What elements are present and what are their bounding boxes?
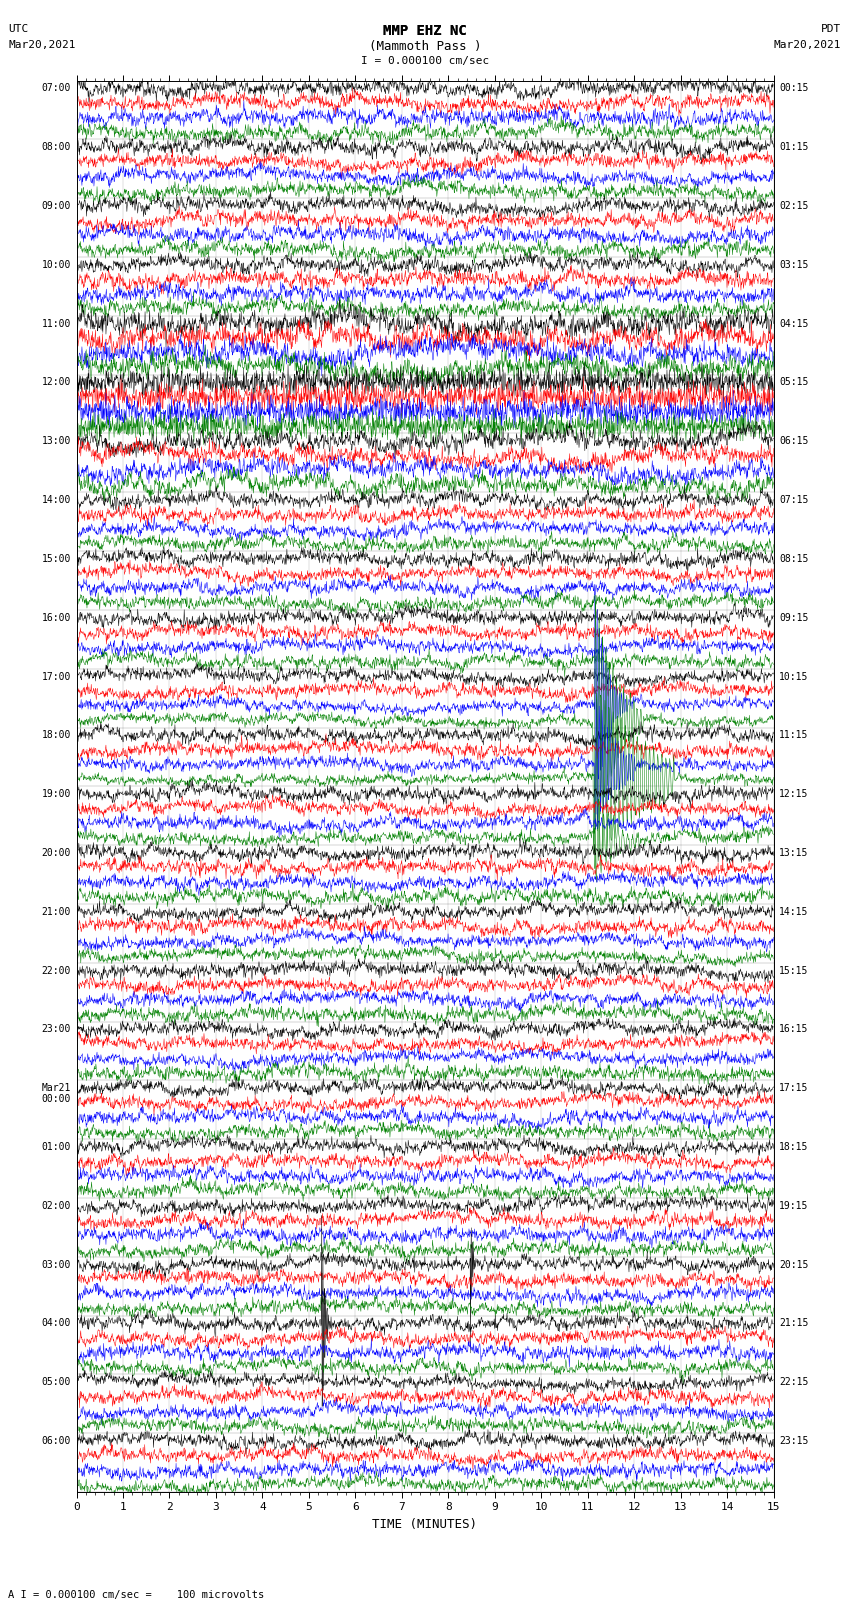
Text: A I = 0.000100 cm/sec =    100 microvolts: A I = 0.000100 cm/sec = 100 microvolts	[8, 1590, 264, 1600]
Text: PDT: PDT	[821, 24, 842, 34]
Text: 07:00: 07:00	[42, 84, 71, 94]
Text: 07:15: 07:15	[779, 495, 808, 505]
Text: 12:15: 12:15	[779, 789, 808, 798]
Text: 19:15: 19:15	[779, 1200, 808, 1211]
Text: 02:00: 02:00	[42, 1200, 71, 1211]
Text: I = 0.000100 cm/sec: I = 0.000100 cm/sec	[361, 56, 489, 66]
Text: 09:00: 09:00	[42, 202, 71, 211]
Text: 20:00: 20:00	[42, 848, 71, 858]
Text: 10:15: 10:15	[779, 671, 808, 682]
Text: 13:15: 13:15	[779, 848, 808, 858]
Text: 01:00: 01:00	[42, 1142, 71, 1152]
Text: 23:00: 23:00	[42, 1024, 71, 1034]
Text: 01:15: 01:15	[779, 142, 808, 152]
Text: Mar20,2021: Mar20,2021	[8, 40, 76, 50]
Text: 21:00: 21:00	[42, 907, 71, 916]
Text: 04:00: 04:00	[42, 1318, 71, 1329]
Text: 05:15: 05:15	[779, 377, 808, 387]
Text: 06:15: 06:15	[779, 436, 808, 447]
Text: 17:15: 17:15	[779, 1084, 808, 1094]
Text: 06:00: 06:00	[42, 1436, 71, 1445]
Text: 13:00: 13:00	[42, 436, 71, 447]
Text: 20:15: 20:15	[779, 1260, 808, 1269]
Text: 14:00: 14:00	[42, 495, 71, 505]
Text: 14:15: 14:15	[779, 907, 808, 916]
Text: 05:00: 05:00	[42, 1378, 71, 1387]
Text: 04:15: 04:15	[779, 319, 808, 329]
Text: 08:00: 08:00	[42, 142, 71, 152]
Text: 11:15: 11:15	[779, 731, 808, 740]
Text: 02:15: 02:15	[779, 202, 808, 211]
Text: 22:15: 22:15	[779, 1378, 808, 1387]
Text: Mar20,2021: Mar20,2021	[774, 40, 842, 50]
Text: 00:00: 00:00	[42, 1094, 71, 1105]
Text: 12:00: 12:00	[42, 377, 71, 387]
Text: 11:00: 11:00	[42, 319, 71, 329]
Text: 16:15: 16:15	[779, 1024, 808, 1034]
Text: 21:15: 21:15	[779, 1318, 808, 1329]
Text: 10:00: 10:00	[42, 260, 71, 269]
Text: MMP EHZ NC: MMP EHZ NC	[383, 24, 467, 39]
Text: 08:15: 08:15	[779, 553, 808, 565]
Text: Mar21: Mar21	[42, 1084, 71, 1094]
Text: 15:00: 15:00	[42, 553, 71, 565]
Text: 18:00: 18:00	[42, 731, 71, 740]
Text: 17:00: 17:00	[42, 671, 71, 682]
Text: MMP EHZ NC: MMP EHZ NC	[383, 24, 467, 39]
Text: 23:15: 23:15	[779, 1436, 808, 1445]
Text: 15:15: 15:15	[779, 966, 808, 976]
Text: (Mammoth Pass ): (Mammoth Pass )	[369, 40, 481, 53]
Text: 19:00: 19:00	[42, 789, 71, 798]
Text: 03:15: 03:15	[779, 260, 808, 269]
Text: 00:15: 00:15	[779, 84, 808, 94]
Text: 16:00: 16:00	[42, 613, 71, 623]
Text: 18:15: 18:15	[779, 1142, 808, 1152]
Text: UTC: UTC	[8, 24, 29, 34]
Text: 22:00: 22:00	[42, 966, 71, 976]
Text: 03:00: 03:00	[42, 1260, 71, 1269]
Text: 09:15: 09:15	[779, 613, 808, 623]
X-axis label: TIME (MINUTES): TIME (MINUTES)	[372, 1518, 478, 1531]
